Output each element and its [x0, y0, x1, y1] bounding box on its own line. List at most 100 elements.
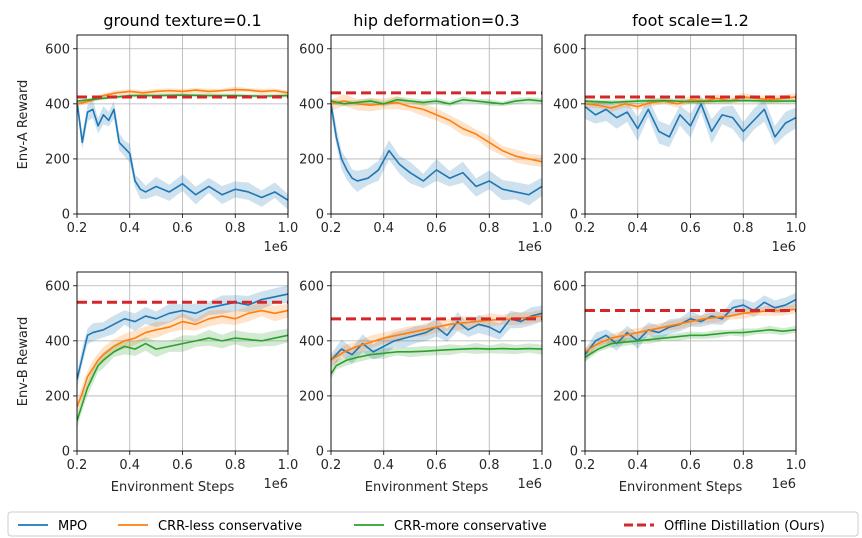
subplot-title: ground texture=0.1 — [103, 11, 261, 30]
subplot-4: 0.2 0.4 0.6 0.8 1.0 0 200 400 600 1e6 Env-B Reward… — [16, 271, 298, 495]
series-group — [77, 86, 288, 210]
series-group — [331, 91, 542, 206]
y-tick-label: 0 — [316, 445, 324, 460]
band-mpo — [585, 95, 796, 148]
y-tick-label: 0 — [62, 208, 70, 223]
x-tick-label: 0.4 — [627, 458, 648, 473]
series-line-crr_less — [585, 308, 796, 353]
band-crr_less — [331, 94, 542, 167]
y-tick-label: 0 — [316, 208, 324, 223]
y-axis-label: Env-B Reward — [16, 317, 31, 407]
legend-frame — [7, 511, 859, 537]
x-tick-label: 0.6 — [172, 458, 193, 473]
y-tick-label: 600 — [553, 42, 578, 57]
x-tick-label: 0.8 — [225, 221, 246, 236]
x-offset-label: 1e6 — [771, 240, 796, 255]
series-line-mpo — [331, 103, 542, 196]
series-group — [77, 285, 288, 429]
x-tick-label: 0.8 — [733, 458, 754, 473]
series-line-mpo — [77, 100, 288, 201]
x-tick-label: 0.8 — [479, 221, 500, 236]
x-offset-label: 1e6 — [517, 477, 542, 492]
series-group — [331, 305, 542, 380]
series-line-crr_less — [331, 100, 542, 163]
x-axis-label: Environment Steps — [365, 480, 489, 495]
y-tick-label: 200 — [45, 389, 70, 404]
x-tick-label: 0.6 — [426, 221, 447, 236]
series-line-crr_more — [331, 347, 542, 375]
subplot-2: 0.2 0.4 0.6 0.8 1.0 0 200 400 600 1e6 hip deformat… — [299, 11, 552, 255]
subplot-title: foot scale=1.2 — [632, 11, 749, 30]
x-tick-label: 0.2 — [575, 458, 596, 473]
y-tick-label: 200 — [553, 152, 578, 167]
series-line-mpo — [77, 293, 288, 380]
y-tick-label: 400 — [553, 97, 578, 112]
band-crr_more — [331, 343, 542, 380]
x-tick-label: 0.6 — [680, 458, 701, 473]
band-crr_less — [331, 309, 542, 368]
series-line-crr_less — [77, 309, 288, 408]
y-tick-label: 400 — [45, 334, 70, 349]
x-offset-label: 1e6 — [263, 477, 288, 492]
x-tick-label: 0.2 — [67, 221, 88, 236]
series-line-mpo — [585, 103, 796, 138]
y-tick-label: 600 — [299, 279, 324, 294]
series-line-crr_more — [585, 329, 796, 359]
band-crr_more — [585, 325, 796, 362]
x-tick-label: 1.0 — [532, 221, 553, 236]
y-tick-label: 600 — [45, 42, 70, 57]
x-tick-label: 0.8 — [225, 458, 246, 473]
y-tick-label: 200 — [553, 389, 578, 404]
legend-label-mpo: MPO — [58, 519, 87, 534]
band-crr_less — [77, 303, 288, 416]
x-tick-label: 0.6 — [680, 221, 701, 236]
series-group — [585, 92, 796, 148]
band-mpo — [77, 285, 288, 390]
band-crr_more — [77, 328, 288, 429]
series-group — [585, 292, 796, 363]
x-tick-label: 1.0 — [532, 458, 553, 473]
series-line-crr_more — [331, 98, 542, 105]
y-tick-label: 600 — [299, 42, 324, 57]
series-line-mpo — [585, 298, 796, 356]
x-axis-label: Environment Steps — [619, 480, 743, 495]
y-tick-label: 400 — [299, 97, 324, 112]
x-offset-label: 1e6 — [263, 240, 288, 255]
x-axis-label: Environment Steps — [111, 480, 235, 495]
subplot-6: 0.2 0.4 0.6 0.8 1.0 0 200 400 600 1e6 Environment … — [553, 271, 806, 495]
legend-label-distill: Offline Distillation (Ours) — [664, 519, 825, 534]
y-tick-label: 600 — [553, 279, 578, 294]
x-tick-label: 0.4 — [119, 221, 140, 236]
y-tick-label: 0 — [62, 445, 70, 460]
x-tick-label: 0.4 — [373, 458, 394, 473]
legend-label-crr_more: CRR-more conservative — [394, 519, 547, 534]
y-tick-label: 0 — [570, 445, 578, 460]
x-offset-label: 1e6 — [517, 240, 542, 255]
y-tick-label: 0 — [570, 208, 578, 223]
legend: MPO CRR-less conservative CRR-more conserv… — [7, 511, 859, 537]
y-tick-label: 200 — [45, 152, 70, 167]
subplot-1: 0.2 0.4 0.6 0.8 1.0 0 200 400 600 1e6 ground textu… — [16, 11, 298, 255]
x-offset-label: 1e6 — [771, 477, 796, 492]
subplot-3: 0.2 0.4 0.6 0.8 1.0 0 200 400 600 1e6 foot scale=1… — [553, 11, 806, 255]
x-tick-label: 0.6 — [426, 458, 447, 473]
x-tick-label: 0.4 — [373, 221, 394, 236]
series-line-crr_more — [585, 99, 796, 104]
x-tick-label: 0.2 — [321, 458, 342, 473]
x-tick-label: 0.2 — [575, 221, 596, 236]
x-tick-label: 0.4 — [627, 221, 648, 236]
series-line-crr_less — [585, 96, 796, 109]
x-tick-label: 0.6 — [172, 221, 193, 236]
x-tick-label: 1.0 — [278, 221, 299, 236]
band-mpo — [77, 95, 288, 210]
y-tick-label: 400 — [299, 334, 324, 349]
y-tick-label: 600 — [45, 279, 70, 294]
series-line-crr_more — [77, 334, 288, 421]
legend-label-crr_less: CRR-less conservative — [158, 519, 302, 534]
y-tick-label: 400 — [45, 97, 70, 112]
y-tick-label: 200 — [299, 389, 324, 404]
x-tick-label: 0.8 — [479, 458, 500, 473]
y-axis-label: Env-A Reward — [16, 80, 31, 170]
y-tick-label: 400 — [553, 334, 578, 349]
